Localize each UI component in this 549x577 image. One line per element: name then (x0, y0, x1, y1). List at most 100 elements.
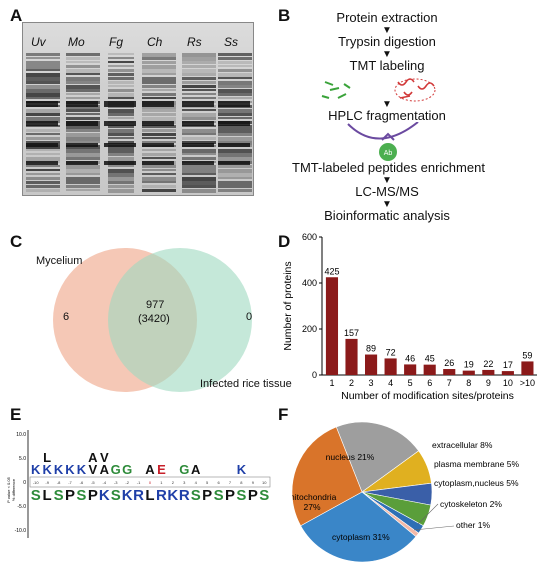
bar-value-label: 425 (324, 266, 339, 276)
logo-residue-down: P (225, 487, 235, 504)
blot-band (26, 177, 60, 180)
pie-slice (300, 491, 417, 563)
blot-band (108, 81, 134, 84)
blot-band (108, 117, 134, 119)
pie-leader-line (413, 525, 455, 531)
blot-band (26, 57, 60, 59)
blot-band (26, 161, 58, 165)
pie-label: other 1% (456, 520, 490, 530)
logo-y-tick: -5.0 (17, 504, 26, 510)
blot-band (218, 185, 252, 188)
blot-band (66, 89, 100, 92)
logo-residue-up: G (179, 462, 189, 477)
blot-band (218, 137, 252, 141)
blot-band (182, 89, 216, 91)
blot-band (218, 161, 250, 165)
blot-band (108, 181, 134, 184)
x-tick-label: 10 (503, 378, 513, 388)
workflow-step-7: Bioinformatic analysis (324, 208, 450, 223)
logo-residue-down: S (259, 487, 269, 504)
blot-band (182, 77, 216, 80)
labeled-peptides-icon (321, 78, 436, 102)
lane-label-ch: Ch (147, 35, 163, 49)
blot-band (66, 141, 100, 143)
blot-band (142, 141, 176, 143)
blot-band (66, 81, 100, 84)
blot-band (182, 101, 214, 107)
bar-value-label: 45 (425, 354, 435, 364)
blot-band (66, 117, 100, 120)
blot-band (66, 161, 98, 165)
venn-count-left: 6 (63, 311, 70, 323)
blot-band (26, 189, 60, 192)
blot-band (142, 65, 176, 69)
pie-label: nucleus 21% (326, 452, 375, 462)
blot-band (26, 153, 60, 155)
position-label: 3 (183, 480, 186, 485)
pie-label: extracellular 8% (432, 440, 493, 450)
blot-band (218, 177, 252, 179)
x-axis-label: Number of modification sites/proteins (341, 390, 514, 402)
blot-band (182, 173, 216, 175)
blot-band (142, 169, 176, 171)
blot-band (218, 109, 252, 113)
pie-label: 27% (303, 502, 320, 512)
blot-band (182, 121, 214, 126)
logo-residue-down: K (167, 487, 178, 504)
blot-band (142, 93, 176, 96)
logo-residue-down: S (236, 487, 246, 504)
blot-band (26, 181, 60, 184)
pie-leader-line (417, 503, 439, 525)
logo-residue-up: E (157, 462, 166, 477)
blot-band (142, 69, 176, 73)
blot-band (182, 157, 216, 160)
blot-band (26, 137, 60, 140)
blot-band (26, 109, 60, 113)
position-label: 1 (160, 480, 163, 485)
blot-band (108, 137, 134, 139)
blot-band (108, 73, 134, 76)
blot-band (142, 165, 176, 168)
workflow-diagram: Protein extraction ▼ Trypsin digestion ▼… (292, 8, 485, 228)
logo-y-label: % difference (11, 478, 16, 501)
blot-band (26, 157, 60, 161)
lane-label-rs: Rs (187, 35, 202, 49)
blot-band (218, 181, 252, 185)
x-tick-label: 6 (427, 378, 432, 388)
blot-band (182, 161, 214, 165)
blot-band (104, 161, 136, 165)
blot-band (218, 69, 252, 72)
blot-band (66, 65, 100, 68)
blot-band (182, 69, 216, 73)
logo-y-tick: 0 (23, 480, 26, 486)
blot-band (218, 143, 250, 147)
position-label: 6 (217, 480, 220, 485)
logo-residue-down: P (202, 487, 212, 504)
y-tick-label: 200 (302, 324, 317, 334)
blot-band (104, 101, 136, 107)
blot-band (26, 89, 60, 93)
bar (404, 364, 417, 375)
blot-band (108, 65, 134, 67)
blot-band (26, 85, 60, 89)
blot-band (108, 129, 134, 133)
blot-band (142, 73, 176, 75)
blot-band (108, 165, 134, 167)
bar-value-label: 89 (366, 344, 376, 354)
blot-band (182, 165, 216, 169)
blot-band (26, 101, 58, 107)
logo-y-tick: -10.0 (15, 528, 27, 534)
blot-band (142, 173, 176, 175)
y-tick-label: 600 (302, 232, 317, 242)
x-tick-label: 2 (349, 378, 354, 388)
logo-residue-up: K (237, 462, 247, 477)
blot-band (26, 169, 60, 171)
blot-band (218, 97, 252, 99)
workflow-step-2: Trypsin digestion (338, 34, 436, 49)
lane-label-uv: Uv (31, 35, 46, 49)
blot-band (66, 137, 100, 141)
blot-band (66, 93, 100, 95)
bar-value-label: 157 (344, 328, 359, 338)
panel-label-f: F (278, 405, 289, 424)
logo-residue-down: S (191, 487, 201, 504)
